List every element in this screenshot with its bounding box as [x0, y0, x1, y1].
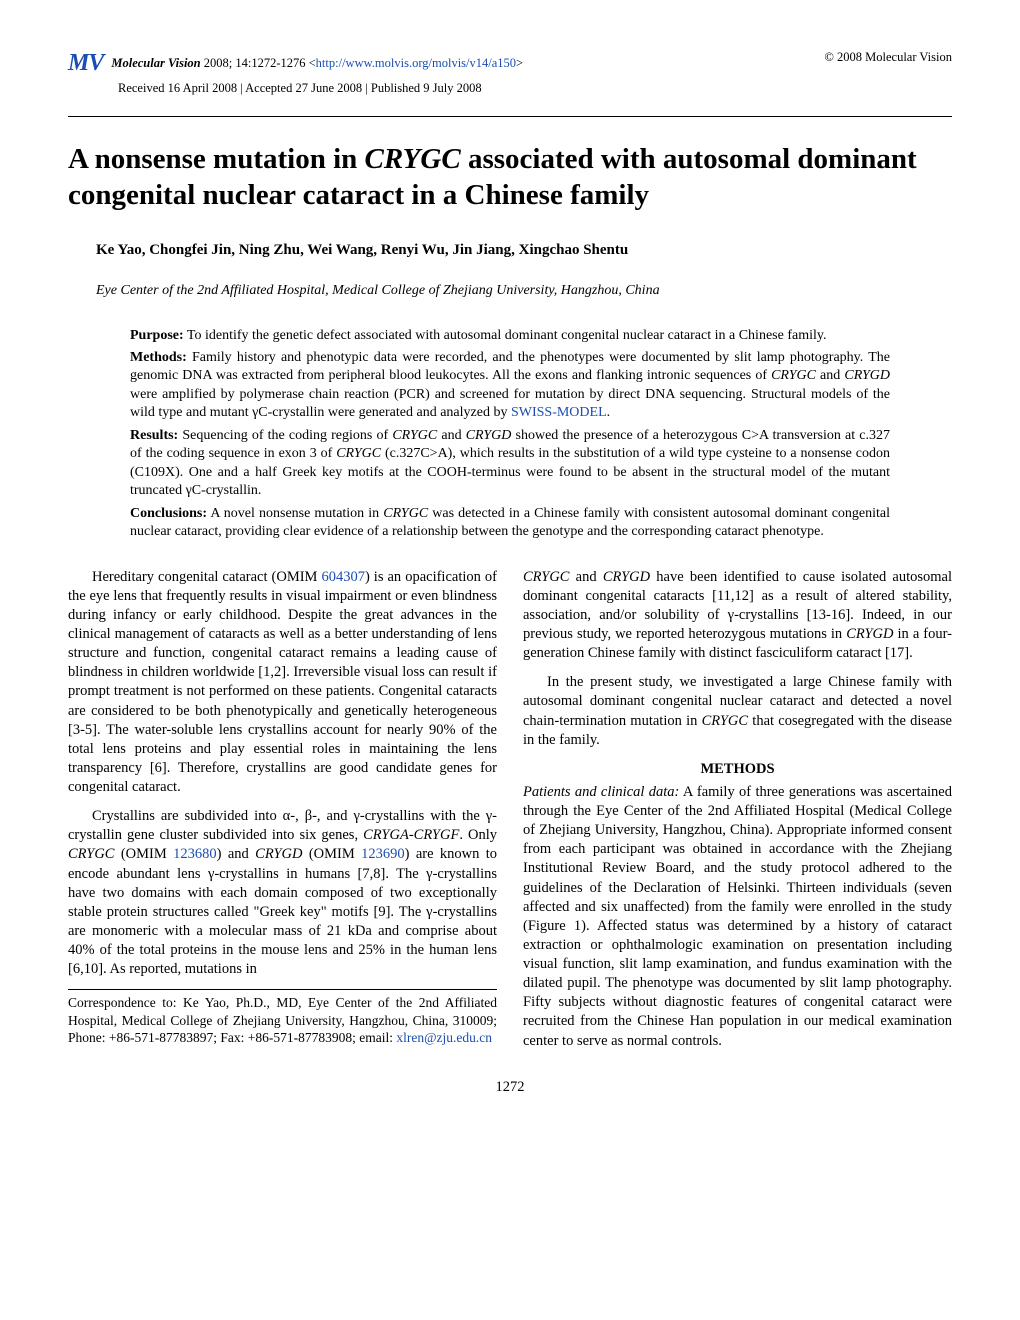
- rp1a: and: [569, 569, 602, 585]
- purpose-label: Purpose:: [130, 328, 184, 343]
- p2c: . Only: [459, 827, 497, 843]
- copyright-text: © 2008 Molecular Vision: [824, 50, 952, 65]
- intro-p1: Hereditary congenital cataract (OMIM 604…: [68, 568, 497, 798]
- methods-t2: and: [816, 368, 844, 383]
- rp2-gene: CRYGC: [702, 713, 748, 729]
- received-dates: Received 16 April 2008 | Accepted 27 Jun…: [118, 81, 952, 96]
- right-p2: In the present study, we investigated a …: [523, 673, 952, 750]
- article-title: A nonsense mutation in CRYGC associated …: [68, 141, 952, 214]
- omim-123690-link[interactable]: 123690: [361, 846, 405, 862]
- abstract-conclusions: Conclusions: A novel nonsense mutation i…: [130, 505, 890, 542]
- p1b: ) is an opacification of the eye lens th…: [68, 569, 497, 795]
- rp1-gene3: CRYGD: [846, 626, 893, 642]
- methods-gene1: CRYGC: [771, 368, 816, 383]
- p1a: Hereditary congenital cataract (OMIM: [92, 569, 321, 585]
- header-row: MV Molecular Vision 2008; 14:1272-1276 <…: [68, 50, 952, 77]
- affiliation: Eye Center of the 2nd Affiliated Hospita…: [96, 283, 952, 299]
- left-column: Hereditary congenital cataract (OMIM 604…: [68, 568, 497, 1061]
- patients-label: Patients and clinical data:: [523, 784, 679, 800]
- methods-heading: METHODS: [523, 760, 952, 779]
- journal-citation: Molecular Vision 2008; 14:1272-1276 <htt…: [111, 56, 523, 71]
- omim-123680-link[interactable]: 123680: [173, 846, 217, 862]
- rp1-gene2: CRYGD: [603, 569, 650, 585]
- abstract-purpose: Purpose: To identify the genetic defect …: [130, 327, 890, 345]
- abstract-block: Purpose: To identify the genetic defect …: [130, 327, 890, 542]
- p2-gene1: CRYGA: [363, 827, 409, 843]
- abstract-methods: Methods: Family history and phenotypic d…: [130, 349, 890, 423]
- methods-p1: Patients and clinical data: A family of …: [523, 783, 952, 1051]
- journal-bracket-open: <: [309, 56, 316, 70]
- purpose-text: To identify the genetic defect associate…: [184, 328, 827, 343]
- correspondence-email-link[interactable]: xlren@zju.edu.cn: [396, 1030, 492, 1045]
- journal-name: Molecular Vision: [111, 56, 200, 70]
- page-number: 1272: [68, 1079, 952, 1096]
- p2d: (OMIM: [114, 846, 173, 862]
- methods-t4: .: [607, 405, 611, 420]
- abstract-results: Results: Sequencing of the coding region…: [130, 427, 890, 501]
- page-container: MV Molecular Vision 2008; 14:1272-1276 <…: [0, 0, 1020, 1136]
- results-t1: Sequencing of the coding regions of: [178, 428, 392, 443]
- results-gene1: CRYGC: [392, 428, 437, 443]
- conclusions-t1: A novel nonsense mutation in: [207, 506, 383, 521]
- right-p1: CRYGC and CRYGD have been identified to …: [523, 568, 952, 664]
- right-column: CRYGC and CRYGD have been identified to …: [523, 568, 952, 1061]
- authors-list: Ke Yao, Chongfei Jin, Ning Zhu, Wei Wang…: [96, 242, 952, 259]
- p2f: (OMIM: [302, 846, 361, 862]
- methods-gene2: CRYGD: [844, 368, 890, 383]
- journal-url-link[interactable]: http://www.molvis.org/molvis/v14/a150: [316, 56, 516, 70]
- methods-label: Methods:: [130, 350, 187, 365]
- intro-p2: Crystallins are subdivided into α-, β-, …: [68, 807, 497, 979]
- correspondence-block: Correspondence to: Ke Yao, Ph.D., MD, Ey…: [68, 994, 497, 1047]
- journal-bracket-close: >: [516, 56, 523, 70]
- p2g: ) are known to encode abundant lens γ-cr…: [68, 846, 497, 977]
- results-gene2: CRYGD: [466, 428, 512, 443]
- header-divider: [68, 116, 952, 117]
- results-label: Results:: [130, 428, 178, 443]
- methods-body-text: A family of three generations was ascert…: [523, 784, 952, 1049]
- rp1-gene1: CRYGC: [523, 569, 569, 585]
- title-prefix: A nonsense mutation in: [68, 143, 365, 175]
- p2-gene3: CRYGC: [68, 846, 114, 862]
- journal-year-vol: 2008; 14:1272-1276: [204, 56, 306, 70]
- p2-gene4: CRYGD: [255, 846, 302, 862]
- results-gene3: CRYGC: [336, 446, 381, 461]
- p2-gene2: CRYGF: [414, 827, 460, 843]
- p2e: ) and: [217, 846, 256, 862]
- title-gene: CRYGC: [365, 143, 461, 175]
- swiss-model-link[interactable]: SWISS-MODEL: [511, 405, 607, 420]
- conclusions-label: Conclusions:: [130, 506, 207, 521]
- journal-logo: MV: [68, 50, 103, 77]
- results-t2: and: [437, 428, 466, 443]
- conclusions-gene: CRYGC: [383, 506, 428, 521]
- correspondence-divider: [68, 989, 497, 990]
- header-left: MV Molecular Vision 2008; 14:1272-1276 <…: [68, 50, 523, 77]
- omim-604307-link[interactable]: 604307: [321, 569, 365, 585]
- body-columns: Hereditary congenital cataract (OMIM 604…: [68, 568, 952, 1061]
